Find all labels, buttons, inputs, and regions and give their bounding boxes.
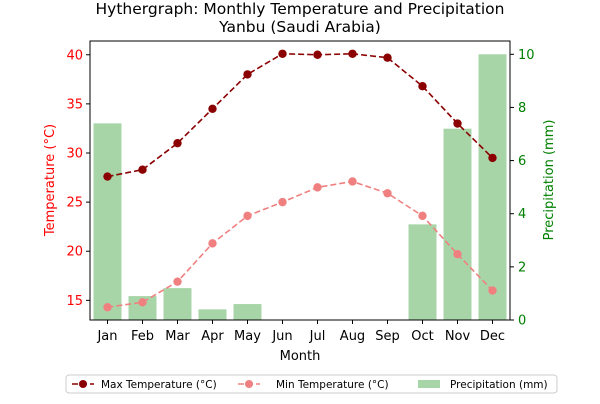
series-point (103, 172, 112, 181)
y-right-tick-label: 6 (518, 154, 526, 169)
precip-bar (128, 296, 157, 320)
series-point (488, 153, 497, 163)
x-tick-label: Feb (131, 329, 154, 344)
x-tick-label: Aug (340, 329, 365, 344)
legend-label: Precipitation (mm) (450, 379, 548, 391)
series-point (348, 177, 357, 186)
precipitation-bars (93, 54, 507, 321)
precip-bar (478, 54, 507, 321)
y-axis-left-label: Temperature (°C) (43, 124, 58, 237)
precip-bar (163, 288, 192, 320)
legend-label: Min Temperature (°C) (276, 379, 389, 391)
series-point (313, 183, 322, 192)
axes: Jan Feb Mar Apr May Jun Jul Aug Sep Oct Nov Dec1520… (66, 48, 534, 344)
series-line (107, 52, 494, 178)
series-point (453, 119, 462, 128)
precip-bar (93, 123, 122, 320)
series-point (278, 197, 287, 207)
y-right-tick-label: 8 (518, 101, 526, 116)
legend-box (65, 374, 558, 394)
series-point (138, 298, 147, 307)
series-point (138, 165, 147, 174)
series-point (348, 49, 357, 58)
x-tick-label: Jul (309, 329, 326, 344)
x-tick-label: Mar (165, 329, 190, 344)
y-left-tick-label: 30 (66, 146, 83, 161)
series-point (383, 189, 392, 198)
x-tick-label: Jun (271, 329, 292, 344)
series-line (107, 180, 494, 309)
precip-bar (443, 128, 472, 320)
legend-marker (79, 380, 87, 388)
y-left-tick-label: 35 (66, 97, 83, 112)
series-point (243, 211, 252, 221)
legend-marker (245, 380, 253, 388)
series-point (208, 239, 217, 248)
precip-bar (408, 224, 437, 320)
x-tick-label: Nov (445, 329, 471, 344)
y-axis-right-label: Precipitation (mm) (542, 120, 557, 241)
plot-frame (89, 40, 511, 321)
series-point (313, 50, 322, 59)
y-left-tick-label: 15 (66, 294, 83, 309)
x-tick-label: Oct (411, 329, 433, 344)
series-point (243, 70, 252, 79)
y-right-tick-label: 0 (518, 314, 526, 329)
x-axis-label: Month (280, 349, 321, 364)
series-point (103, 303, 112, 312)
chart-title: Hythergraph: Monthly Temperature and Pre… (96, 0, 505, 18)
series-point (418, 81, 427, 91)
x-tick-label: May (234, 329, 261, 344)
series-point (383, 53, 392, 62)
y-left-tick-label: 20 (66, 245, 83, 260)
series-point (208, 104, 217, 113)
series-point (453, 249, 462, 259)
series-point (173, 138, 182, 148)
x-tick-label: Sep (375, 329, 400, 344)
series-point (488, 286, 497, 295)
temperature-lines (103, 49, 497, 312)
y-right-tick-label: 10 (518, 48, 535, 63)
y-right-tick-label: 2 (518, 260, 526, 275)
precip-bar (198, 309, 227, 320)
legend-label: Max Temperature (°C) (101, 379, 217, 391)
y-left-tick-label: 25 (66, 196, 83, 211)
series-point (173, 277, 182, 286)
y-right-tick-label: 4 (518, 207, 526, 222)
series-point (418, 211, 427, 221)
legend-bar-swatch (418, 380, 440, 388)
chart-subtitle: Yanbu (Saudi Arabia) (218, 18, 381, 36)
x-tick-label: Dec (480, 329, 505, 344)
x-tick-label: Apr (201, 329, 224, 344)
precip-bar (233, 304, 262, 320)
y-left-tick-label: 40 (66, 48, 83, 63)
legend: Max Temperature (°C) Min Temperature (°C)… (65, 374, 558, 394)
x-tick-label: Jan (96, 329, 117, 344)
series-point (278, 49, 287, 58)
